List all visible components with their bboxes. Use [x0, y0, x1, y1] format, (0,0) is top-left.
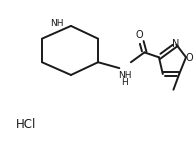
Text: O: O	[185, 53, 193, 63]
Text: HCl: HCl	[16, 118, 36, 131]
Text: H: H	[121, 78, 128, 87]
Text: O: O	[136, 30, 143, 40]
Text: NH: NH	[118, 71, 132, 80]
Text: N: N	[172, 39, 179, 49]
Text: NH: NH	[50, 19, 63, 28]
